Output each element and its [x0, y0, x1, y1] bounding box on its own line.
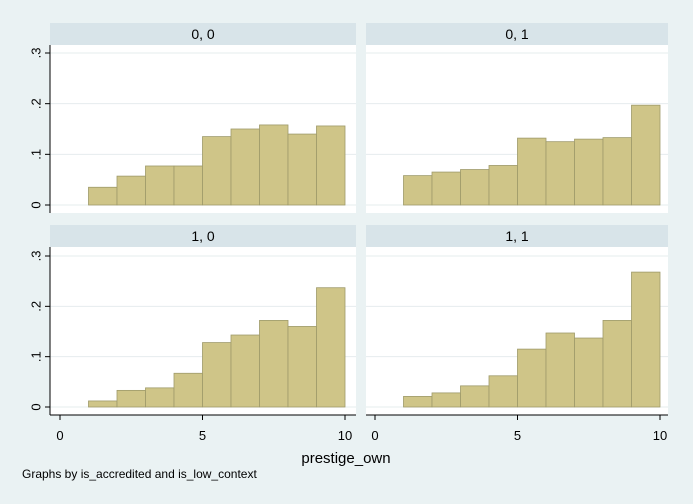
x-tick-label-0-1: 5	[199, 428, 206, 443]
bar-3-3	[488, 375, 518, 408]
bar-0-5	[230, 128, 260, 206]
x-tick-label-1-1: 5	[514, 428, 521, 443]
bar-2-6	[259, 320, 289, 408]
y-tick-label-2-0: 0	[29, 403, 44, 410]
panel-strip-2	[50, 225, 356, 247]
y-tick-label-0-3: .3	[29, 48, 44, 59]
panel-title-2: 1, 0	[191, 228, 215, 244]
graphs-by-note: Graphs by is_accredited and is_low_conte…	[22, 467, 257, 481]
panel-strip-3	[366, 225, 668, 247]
y-tick-label-2-3: .3	[29, 251, 44, 262]
bar-1-6	[574, 138, 604, 206]
panel-strip-1	[366, 23, 668, 45]
y-tick-label-2-2: .2	[29, 301, 44, 312]
x-tick-label-0-0: 0	[56, 428, 63, 443]
x-tick-label-1-0: 0	[371, 428, 378, 443]
panel-title-1: 0, 1	[505, 26, 529, 42]
bar-1-2	[460, 169, 490, 206]
bar-0-7	[287, 133, 317, 206]
bar-0-4	[202, 136, 232, 206]
bar-2-3	[173, 372, 203, 408]
bar-1-3	[488, 165, 518, 206]
bar-3-0	[403, 396, 433, 408]
y-tick-label-2-1: .1	[29, 351, 44, 362]
bar-3-4	[517, 348, 547, 408]
panel-title-3: 1, 1	[505, 228, 529, 244]
bar-2-0	[88, 400, 118, 408]
bar-0-0	[88, 186, 118, 206]
panel-title-0: 0, 0	[191, 26, 215, 42]
y-tick-label-0-0: 0	[29, 201, 44, 208]
panel-strip-0	[50, 23, 356, 45]
bar-2-2	[145, 387, 175, 408]
bar-1-1	[431, 171, 461, 206]
bar-3-5	[545, 332, 575, 408]
bar-1-0	[403, 175, 433, 206]
x-axis-title: prestige_own	[301, 450, 390, 467]
bar-2-5	[230, 334, 260, 408]
bar-0-2	[145, 165, 175, 206]
y-tick-label-0-1: .1	[29, 149, 44, 160]
bar-3-8	[631, 271, 661, 408]
y-tick-label-0-2: .2	[29, 98, 44, 109]
x-tick-label-0-2: 10	[338, 428, 352, 443]
bar-2-7	[287, 326, 317, 408]
bar-1-4	[517, 137, 547, 206]
bar-3-2	[460, 385, 490, 408]
bar-3-6	[574, 337, 604, 408]
bar-0-6	[259, 124, 289, 206]
bar-1-5	[545, 141, 575, 206]
bar-2-4	[202, 342, 232, 408]
bar-2-1	[116, 389, 146, 408]
bar-0-1	[116, 175, 146, 206]
bar-0-8	[316, 125, 346, 206]
bar-0-3	[173, 165, 203, 206]
bar-3-7	[602, 320, 632, 408]
bar-2-8	[316, 287, 346, 408]
bar-1-8	[631, 104, 661, 206]
x-tick-label-1-2: 10	[653, 428, 667, 443]
bar-3-1	[431, 392, 461, 408]
bar-1-7	[602, 137, 632, 206]
